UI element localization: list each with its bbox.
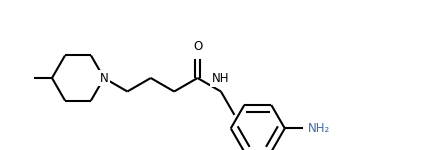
Text: NH₂: NH₂ xyxy=(308,122,330,135)
Text: NH: NH xyxy=(212,72,230,86)
Text: O: O xyxy=(193,40,202,53)
Text: N: N xyxy=(99,72,108,84)
